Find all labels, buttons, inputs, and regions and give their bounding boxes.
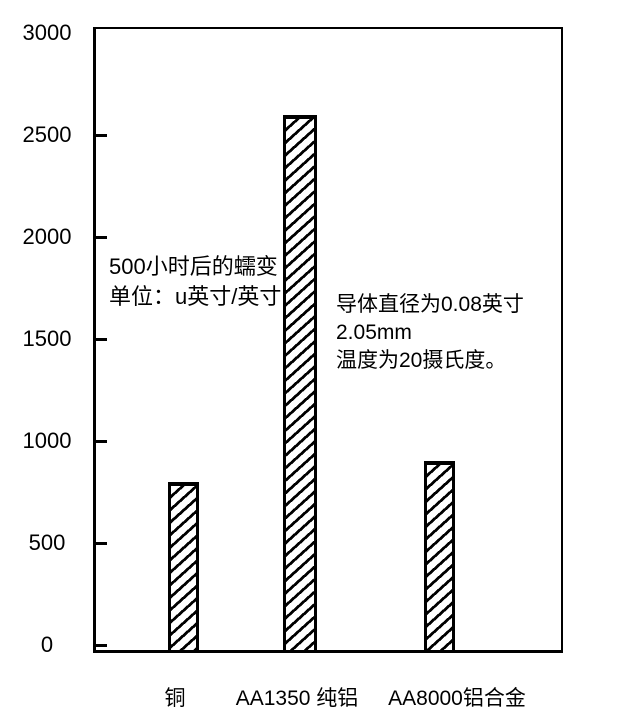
chart-bar-2	[424, 461, 455, 653]
x-axis-category-label: AA8000铝合金	[388, 687, 526, 710]
chart-bar-1	[283, 115, 317, 653]
y-axis-tick-label: 1000	[22, 428, 72, 453]
x-axis-category-label: AA1350 纯铝	[235, 687, 359, 710]
annotation-conductor-conditions: 导体直径为0.08英寸 2.05mm 温度为20摄氏度。	[336, 291, 524, 375]
annotation-line: 500小时后的蠕变	[109, 254, 278, 279]
x-axis-category-label: 铜	[164, 687, 186, 710]
annotation-line: 2.05mm	[336, 321, 412, 344]
y-axis-tick	[93, 644, 107, 647]
y-axis-tick	[93, 440, 107, 443]
y-axis-tick-label: 0	[40, 632, 54, 657]
annotation-creep-units: 500小时后的蠕变 单位：u英寸/英寸	[109, 252, 281, 312]
y-axis-tick	[93, 134, 107, 137]
y-axis-tick	[93, 542, 107, 545]
y-axis-tick	[93, 338, 107, 341]
y-axis-tick-label: 1500	[22, 326, 72, 351]
y-axis-tick-label: 2500	[22, 122, 72, 147]
y-axis-tick	[93, 236, 107, 239]
annotation-line: 导体直径为0.08英寸	[336, 293, 524, 316]
y-axis-tick-label: 500	[28, 530, 66, 555]
y-axis-tick-label: 2000	[22, 224, 72, 249]
chart-bar-0	[168, 482, 199, 653]
annotation-line: 单位：u英寸/英寸	[109, 284, 282, 309]
y-axis-tick-label: 3000	[22, 20, 72, 45]
annotation-line: 温度为20摄氏度。	[336, 349, 507, 372]
